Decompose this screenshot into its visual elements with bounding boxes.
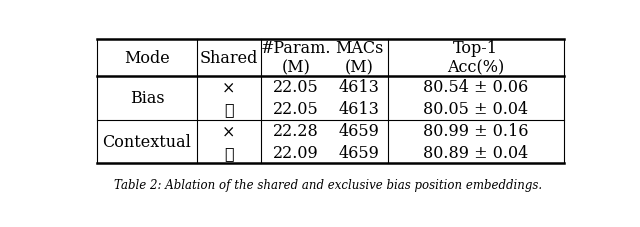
- Text: ✓: ✓: [224, 101, 234, 118]
- Text: ×: ×: [222, 123, 236, 139]
- Text: 80.54 ± 0.06: 80.54 ± 0.06: [423, 79, 528, 96]
- Text: Contextual: Contextual: [102, 133, 191, 150]
- Text: #Param.
(M): #Param. (M): [260, 40, 331, 76]
- Text: ✓: ✓: [224, 144, 234, 161]
- Text: 22.09: 22.09: [273, 144, 319, 161]
- Text: 22.05: 22.05: [273, 79, 319, 96]
- Text: 80.89 ± 0.04: 80.89 ± 0.04: [423, 144, 528, 161]
- Text: 4613: 4613: [339, 79, 380, 96]
- Text: 4613: 4613: [339, 101, 380, 118]
- Text: Table 2: Ablation of the shared and exclusive bias position embeddings.: Table 2: Ablation of the shared and excl…: [114, 178, 542, 191]
- Text: Shared: Shared: [200, 50, 258, 67]
- Text: Top-1
Acc(%): Top-1 Acc(%): [447, 40, 504, 76]
- Text: ×: ×: [222, 79, 236, 96]
- Text: MACs
(M): MACs (M): [335, 40, 383, 76]
- Text: 4659: 4659: [339, 123, 380, 139]
- Text: 22.28: 22.28: [273, 123, 319, 139]
- Text: 80.05 ± 0.04: 80.05 ± 0.04: [423, 101, 528, 118]
- Text: Bias: Bias: [130, 90, 164, 107]
- Text: 80.99 ± 0.16: 80.99 ± 0.16: [423, 123, 528, 139]
- Text: 4659: 4659: [339, 144, 380, 161]
- Text: Mode: Mode: [124, 50, 170, 67]
- Text: 22.05: 22.05: [273, 101, 319, 118]
